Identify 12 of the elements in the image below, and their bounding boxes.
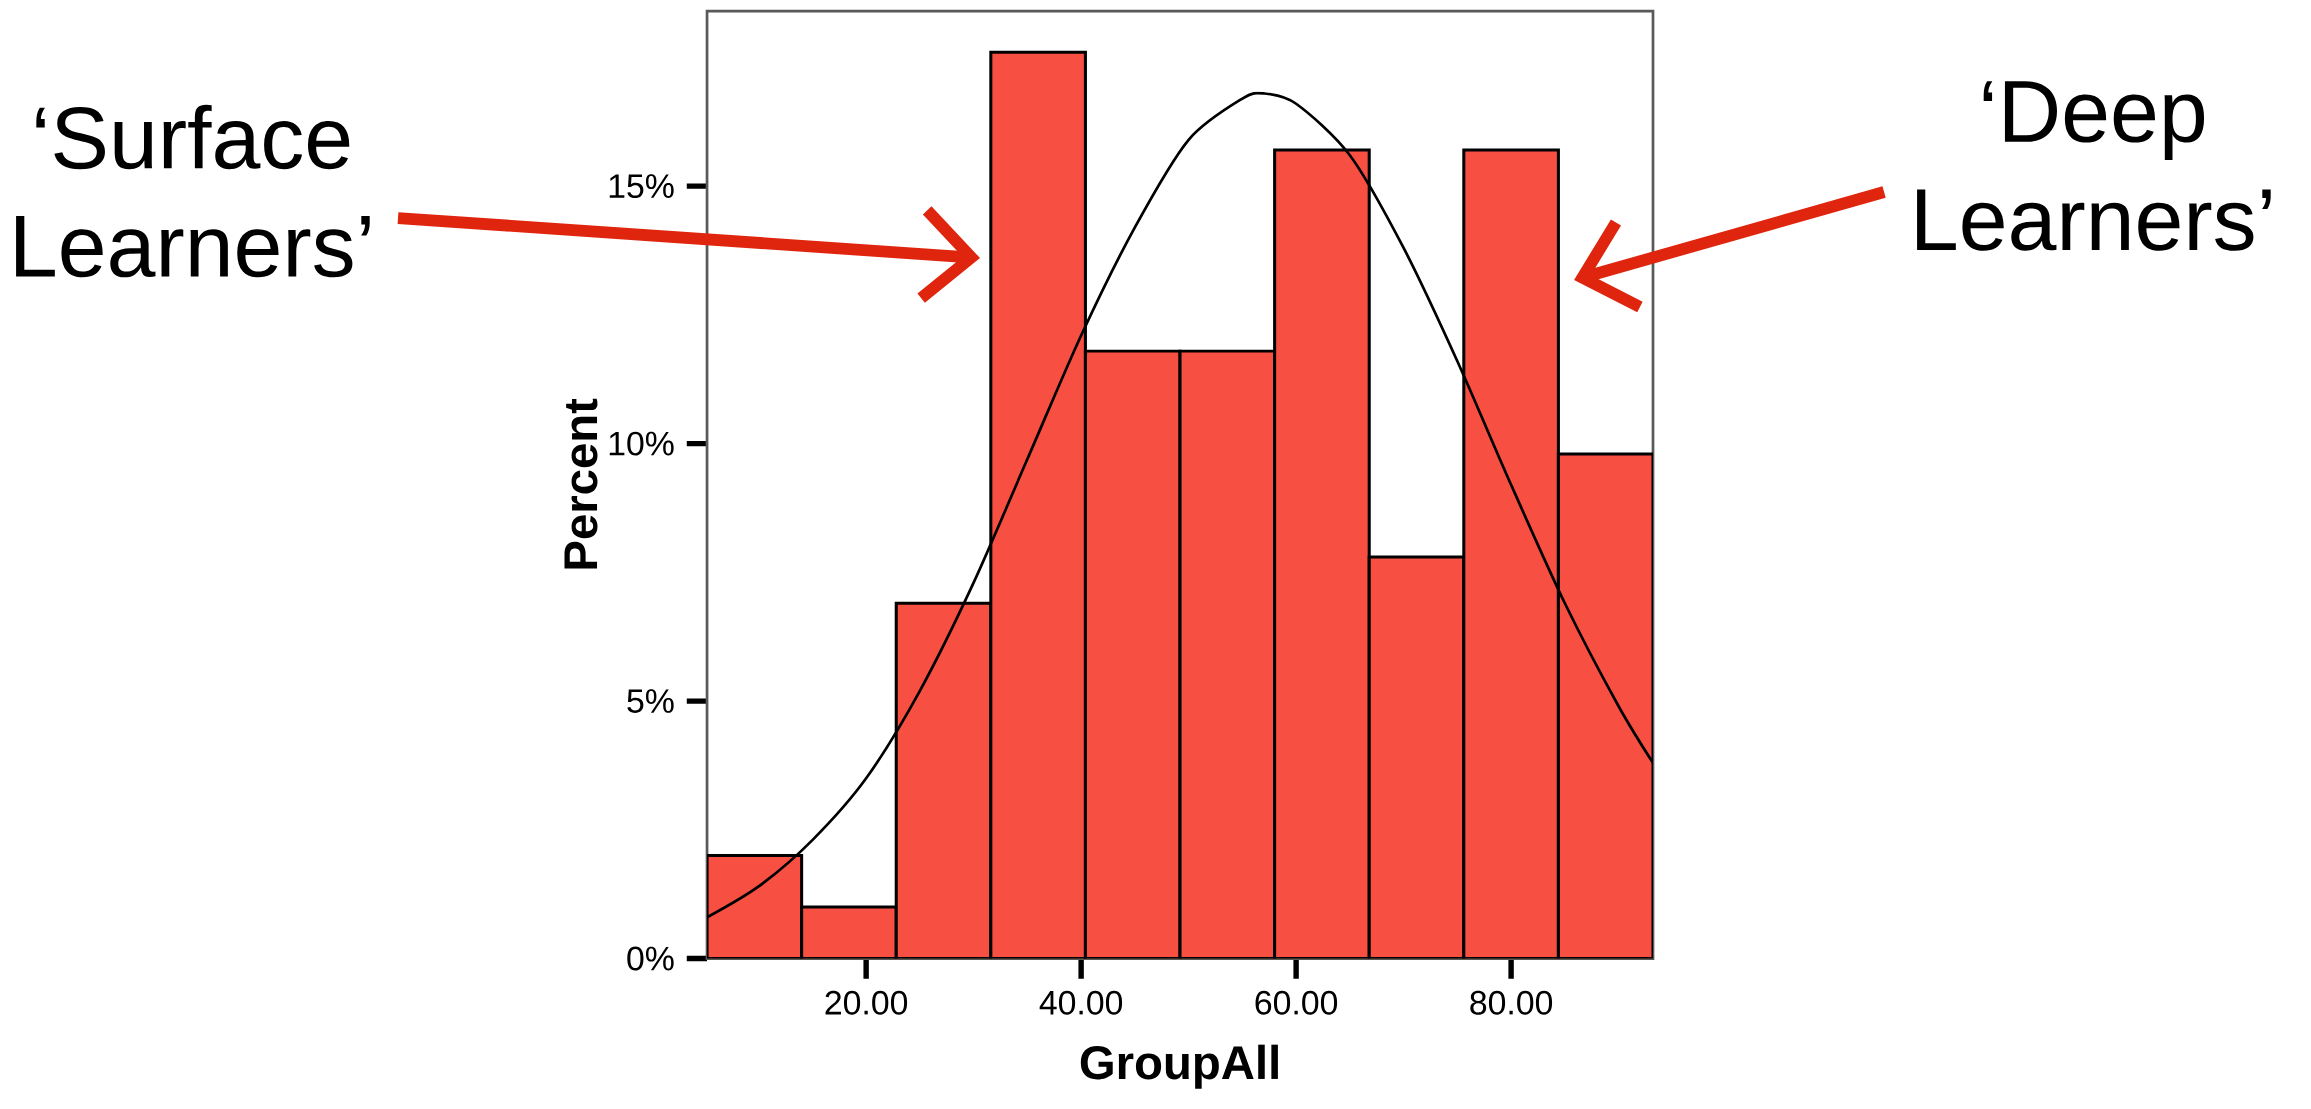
x-axis-title: GroupAll bbox=[1080, 1044, 1278, 1089]
y-tick-label: 5% bbox=[627, 689, 674, 713]
y-tick-label: 15% bbox=[609, 174, 674, 198]
text: ‘Surface Learners’ bbox=[16, 104, 370, 278]
x-tick-label: 40.00 bbox=[1039, 990, 1123, 1015]
x-tick-label: 20.00 bbox=[825, 990, 908, 1015]
x-tick-label: 80.00 bbox=[1470, 990, 1553, 1015]
text: ‘Deep Learners’ bbox=[1917, 81, 2271, 251]
y-tick-label: 0% bbox=[627, 946, 674, 971]
x-tick-label: 60.00 bbox=[1255, 990, 1338, 1015]
y-tick-label: 10% bbox=[609, 431, 674, 456]
y-axis-title: Percent bbox=[564, 398, 598, 569]
